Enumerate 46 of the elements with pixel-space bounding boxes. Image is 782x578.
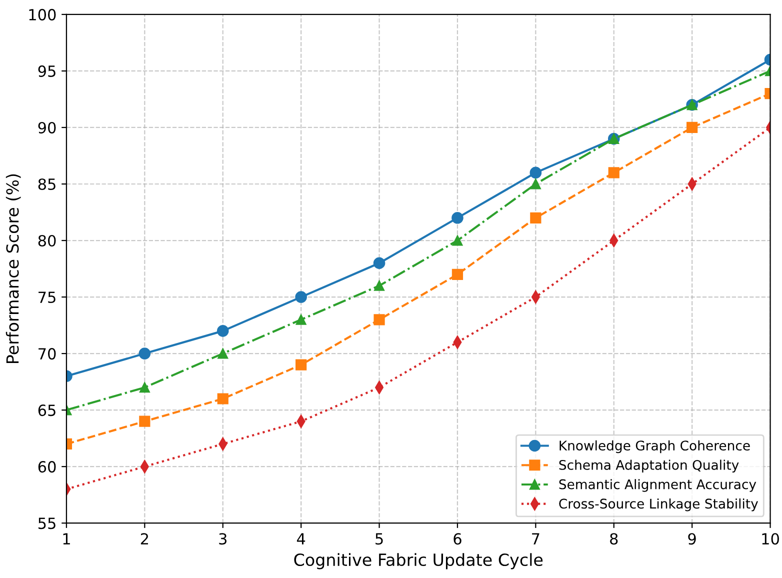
x-tick-label: 10 <box>762 533 779 545</box>
point <box>295 291 307 303</box>
point <box>296 359 307 370</box>
y-tick-label: 70 <box>38 348 56 360</box>
point <box>296 314 306 325</box>
point <box>373 257 386 270</box>
point <box>530 166 542 179</box>
point <box>452 212 464 224</box>
point <box>138 348 151 360</box>
point <box>608 167 620 178</box>
legend-label: Semantic Alignment Accuracy <box>559 479 756 492</box>
point <box>216 325 229 337</box>
point <box>139 416 150 427</box>
y-tick-label: 90 <box>38 122 56 134</box>
point <box>452 235 463 246</box>
x-tick-label: 5 <box>376 533 383 545</box>
x-tick-label: 2 <box>140 533 148 544</box>
y-axis-title: Performance Score (%) <box>6 174 21 363</box>
legend-label: Schema Adaptation Quality <box>559 460 739 472</box>
y-tick-label: 85 <box>38 178 56 190</box>
x-tick-label: 6 <box>454 533 462 545</box>
point <box>452 268 464 280</box>
point <box>374 314 385 326</box>
x-tick-label: 4 <box>296 533 306 544</box>
x-tick-label: 9 <box>688 533 696 545</box>
legend-label: Knowledge Graph Coherence <box>560 440 750 454</box>
x-tick-label: 1 <box>63 533 70 544</box>
point <box>530 212 542 224</box>
point <box>218 348 228 359</box>
point <box>217 393 228 404</box>
x-tick-label: 8 <box>610 533 618 545</box>
x-tick-label: 3 <box>219 533 227 545</box>
point <box>686 122 698 134</box>
y-tick-label: 60 <box>38 461 56 473</box>
y-tick-label: 80 <box>38 234 56 247</box>
y-tick-label: 95 <box>38 65 56 77</box>
y-tick-label: 65 <box>38 404 56 416</box>
point <box>374 280 384 291</box>
x-tick-label: 7 <box>532 533 540 544</box>
y-tick-label: 55 <box>38 518 56 530</box>
y-tick-label: 100 <box>29 8 56 20</box>
point <box>530 178 541 190</box>
x-axis-title: Cognitive Fabric Update Cycle <box>294 553 543 570</box>
point <box>139 382 150 393</box>
legend-label: Cross-Source Linkage Stability <box>559 498 758 512</box>
y-tick-label: 75 <box>38 292 56 304</box>
